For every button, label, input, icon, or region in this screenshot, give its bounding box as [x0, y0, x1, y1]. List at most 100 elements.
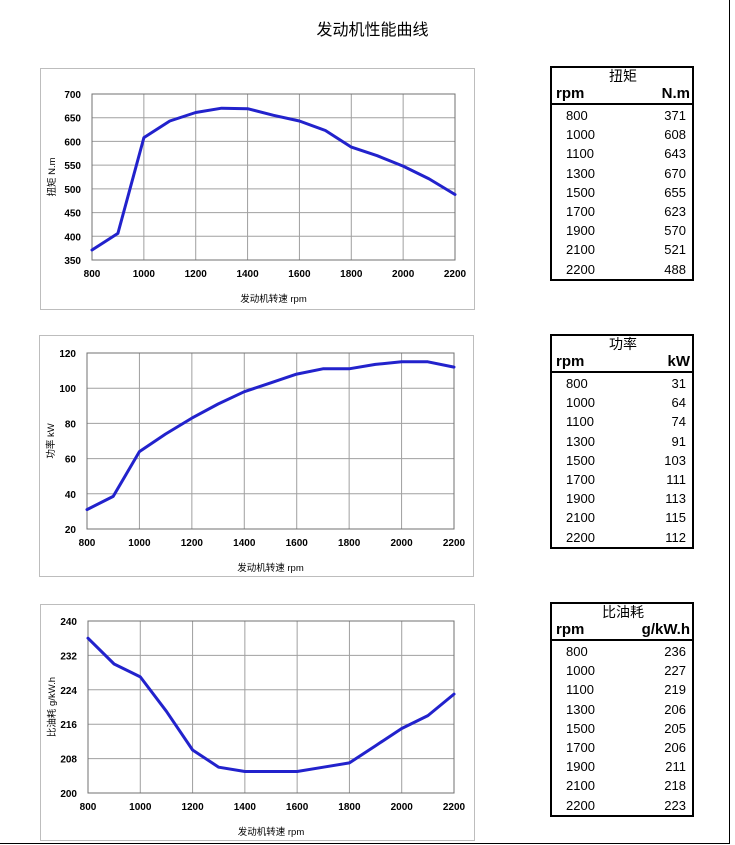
table-row: 800 236 [552, 642, 692, 661]
cell-rpm: 800 [566, 108, 588, 123]
cell-rpm: 1900 [566, 491, 595, 507]
table-title: 扭矩 [609, 69, 637, 85]
table-row: 1700 623 [552, 202, 692, 221]
x-tick-label: 2000 [390, 538, 413, 549]
table-row: 800 371 [552, 106, 692, 125]
cell-rpm: 1500 [566, 452, 595, 468]
cell-value: 74 [671, 414, 686, 430]
power-chart-plot: 800 1000 1200 1400 1600 1800 2000 2200 20 40 60 80 1… [45, 349, 466, 574]
y-axis-label: 扭矩 N.m [46, 157, 58, 196]
x-tick-label: 1200 [185, 269, 208, 280]
cell-value: 236 [664, 644, 686, 659]
table-row: 1900 113 [552, 489, 692, 508]
y-tick-label: 120 [59, 349, 76, 360]
x-tick-label: 1600 [286, 538, 309, 549]
y-tick-label: 20 [65, 525, 77, 536]
table-row: 1300 91 [552, 432, 692, 451]
cell-rpm: 1900 [566, 759, 595, 775]
cell-rpm: 1300 [566, 433, 595, 449]
cell-value: 206 [664, 739, 686, 755]
table-row: 1900 570 [552, 221, 692, 240]
cell-value: 643 [664, 146, 686, 162]
series-line [90, 106, 457, 252]
y-tick-label: 350 [64, 256, 81, 267]
x-tick-label: 2000 [391, 802, 414, 813]
cell-rpm: 1100 [566, 682, 594, 698]
table-header: 功率 rpm kW [552, 336, 692, 373]
y-axis-label: 比油耗 g/kW.h [46, 677, 58, 737]
cell-rpm: 2200 [566, 529, 595, 545]
cell-rpm: 1500 [566, 184, 595, 200]
cell-value: 570 [664, 223, 686, 239]
table-body: 800 236 1000 227 1100 219 1300 206 1500 205 1700 20… [552, 641, 692, 815]
fuel-consumption-table: 比油耗 rpm g/kW.h 800 236 1000 227 1100 219 1300 2… [550, 602, 694, 817]
table-row: 1500 103 [552, 451, 692, 470]
table-header: 比油耗 rpm g/kW.h [552, 604, 692, 641]
cell-value: 371 [664, 108, 686, 123]
y-tick-label: 224 [60, 686, 77, 697]
cell-rpm: 2200 [566, 797, 595, 813]
cell-value: 64 [671, 395, 686, 411]
x-tick-label: 800 [79, 538, 96, 549]
y-tick-label: 450 [64, 209, 81, 220]
table-row: 1100 643 [552, 144, 692, 163]
cell-value: 521 [664, 242, 686, 258]
column-header-unit: g/kW.h [641, 621, 690, 638]
series-line [86, 636, 456, 773]
column-header-rpm: rpm [556, 621, 585, 638]
cell-value: 31 [671, 376, 686, 391]
cell-rpm: 800 [566, 376, 588, 391]
cell-value: 227 [664, 663, 686, 679]
table-row: 2100 218 [552, 776, 692, 795]
x-axis-label: 发动机转速 rpm [238, 826, 305, 838]
cell-rpm: 1300 [566, 165, 595, 181]
y-tick-label: 100 [59, 384, 76, 395]
x-tick-label: 2200 [443, 538, 466, 549]
column-header-rpm: rpm [556, 353, 585, 370]
page-border-bottom [0, 843, 730, 844]
fuel-consumption-chart-plot: 800 1000 1200 1400 1600 1800 2000 2200 200 208 216… [46, 617, 466, 838]
torque-chart: 800 1000 1200 1400 1600 1800 2000 2200 350 400 450… [40, 68, 475, 310]
series-line [85, 360, 456, 512]
y-tick-label: 40 [65, 490, 77, 501]
plot-area [91, 93, 456, 261]
y-tick-label: 240 [60, 617, 77, 628]
cell-rpm: 1700 [566, 203, 595, 219]
cell-value: 218 [664, 778, 686, 794]
x-tick-label: 1000 [128, 538, 151, 549]
y-tick-label: 80 [65, 419, 77, 430]
table-row: 800 31 [552, 374, 692, 393]
x-tick-label: 1400 [233, 538, 256, 549]
cell-rpm: 1700 [566, 471, 595, 487]
table-row: 1500 205 [552, 719, 692, 738]
cell-value: 623 [664, 203, 686, 219]
cell-rpm: 1000 [566, 395, 595, 411]
x-tick-label: 2000 [392, 269, 415, 280]
y-tick-label: 60 [65, 455, 77, 466]
x-tick-label: 2200 [443, 802, 466, 813]
plot-area [87, 620, 455, 794]
column-header-rpm: rpm [556, 85, 585, 102]
cell-value: 211 [665, 759, 686, 775]
x-tick-label: 1200 [181, 802, 204, 813]
table-header: 扭矩 rpm N.m [552, 68, 692, 105]
y-tick-label: 232 [60, 651, 77, 662]
cell-rpm: 1000 [566, 127, 595, 143]
torque-chart-plot: 800 1000 1200 1400 1600 1800 2000 2200 350 400 450… [46, 90, 467, 305]
y-tick-label: 200 [60, 789, 77, 800]
cell-rpm: 800 [566, 644, 588, 659]
y-tick-label: 216 [60, 720, 77, 731]
cell-value: 112 [665, 529, 686, 545]
cell-value: 115 [665, 510, 686, 526]
cell-rpm: 1500 [566, 720, 595, 736]
table-row: 2100 521 [552, 240, 692, 259]
cell-value: 206 [664, 701, 686, 717]
cell-value: 205 [664, 720, 686, 736]
table-row: 1000 227 [552, 661, 692, 680]
x-tick-label: 2200 [444, 269, 467, 280]
cell-rpm: 1100 [566, 414, 594, 430]
x-tick-label: 1600 [288, 269, 311, 280]
cell-rpm: 2200 [566, 261, 595, 277]
table-row: 1300 206 [552, 700, 692, 719]
cell-rpm: 2100 [566, 242, 595, 258]
